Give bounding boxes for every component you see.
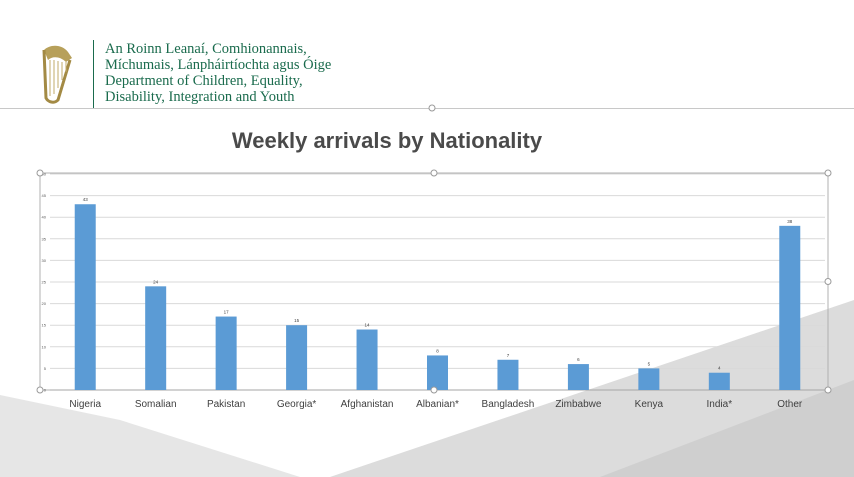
x-tick-label: Kenya: [635, 399, 664, 410]
resize-handle[interactable]: [824, 169, 832, 177]
irish-name-line-2: Míchumais, Lánpháirtíochta agus Óige: [105, 57, 332, 73]
department-header: An Roinn Leanaí, Comhionannais, Míchumai…: [0, 0, 854, 110]
data-label: 7: [507, 353, 510, 358]
bar[interactable]: [708, 372, 730, 390]
x-tick-label: Nigeria: [69, 399, 101, 410]
data-label: 38: [787, 219, 793, 224]
bar[interactable]: [145, 286, 167, 390]
header-divider: [93, 40, 94, 108]
resize-handle[interactable]: [824, 386, 832, 394]
y-tick-label: 45: [42, 193, 47, 198]
resize-handle[interactable]: [430, 386, 438, 394]
bar[interactable]: [567, 364, 589, 390]
y-tick-label: 25: [42, 280, 47, 285]
irish-name-line-1: An Roinn Leanaí, Comhionannais,: [105, 41, 307, 57]
bar[interactable]: [427, 355, 448, 390]
resize-handle[interactable]: [430, 169, 438, 177]
data-label: 8: [436, 348, 439, 353]
bar[interactable]: [74, 204, 96, 390]
english-name-line-1: Department of Children, Equality,: [105, 73, 303, 89]
y-tick-label: 10: [42, 344, 47, 349]
department-name: An Roinn Leanaí, Comhionannais, Míchumai…: [105, 41, 331, 105]
chart-title: Weekly arrivals by Nationality: [231, 128, 543, 153]
harp-logo-icon: [42, 45, 72, 104]
header-rule: [0, 108, 854, 109]
x-tick-label: India*: [707, 399, 733, 410]
y-tick-label: 15: [42, 323, 47, 328]
bar[interactable]: [215, 316, 237, 390]
bar[interactable]: [286, 325, 308, 390]
data-label: 43: [83, 197, 89, 202]
y-tick-label: 0: [44, 388, 47, 393]
y-tick-label: 35: [42, 236, 47, 241]
x-tick-label: Bangladesh: [482, 399, 535, 410]
y-tick-label: 50: [42, 172, 47, 177]
english-name-line-2: Disability, Integration and Youth: [105, 89, 295, 105]
data-label: 15: [294, 318, 300, 323]
resize-handle[interactable]: [824, 278, 832, 285]
data-label: 4: [718, 366, 721, 371]
x-tick-label: Georgia*: [277, 399, 317, 410]
bar[interactable]: [638, 368, 660, 390]
y-tick-label: 30: [42, 258, 47, 263]
y-tick-label: 40: [42, 215, 47, 220]
x-tick-label: Zimbabwe: [555, 399, 602, 410]
data-label: 5: [648, 361, 651, 366]
x-tick-label: Afghanistan: [341, 399, 394, 410]
data-label: 24: [153, 279, 159, 284]
x-tick-label: Albanian*: [416, 399, 459, 410]
bar[interactable]: [497, 359, 519, 390]
resize-handle[interactable]: [36, 169, 44, 177]
bar[interactable]: [779, 225, 801, 390]
x-tick-label: Somalian: [135, 399, 177, 410]
y-tick-label: 5: [44, 366, 47, 371]
y-tick-label: 20: [42, 301, 47, 306]
data-label: 6: [577, 357, 580, 362]
resize-handle[interactable]: [36, 386, 44, 394]
x-tick-label: Pakistan: [207, 399, 245, 410]
bar[interactable]: [356, 329, 378, 390]
data-label: 17: [224, 310, 230, 315]
resize-handle[interactable]: [428, 104, 436, 112]
x-tick-label: Other: [777, 399, 803, 410]
data-label: 14: [365, 323, 371, 328]
